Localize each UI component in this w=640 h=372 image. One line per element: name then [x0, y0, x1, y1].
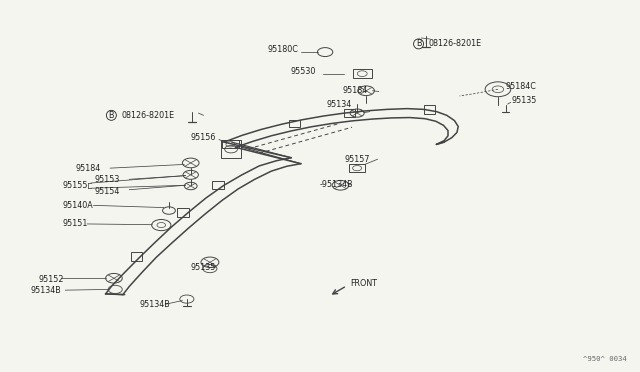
Text: 95184: 95184: [342, 86, 367, 94]
Text: 95156: 95156: [191, 133, 216, 142]
Text: B: B: [109, 111, 114, 120]
Text: 95154: 95154: [95, 187, 120, 196]
Text: 95135: 95135: [512, 96, 538, 105]
Text: -95134B: -95134B: [320, 180, 354, 189]
Bar: [212, 181, 224, 189]
Text: 95135: 95135: [191, 263, 216, 272]
Text: 95184: 95184: [76, 164, 100, 173]
Text: 95152: 95152: [38, 275, 64, 283]
Text: 95134B: 95134B: [31, 286, 61, 295]
Text: 95153: 95153: [95, 175, 120, 184]
Text: B: B: [416, 39, 421, 48]
Text: 08126-8201E: 08126-8201E: [429, 39, 482, 48]
Text: 95155: 95155: [63, 181, 88, 190]
Text: 95151: 95151: [63, 219, 88, 228]
Bar: [424, 105, 435, 114]
Text: 95184C: 95184C: [506, 82, 536, 91]
Text: FRONT: FRONT: [351, 279, 378, 288]
Bar: [221, 140, 241, 158]
Text: 95134B: 95134B: [140, 300, 170, 309]
Text: 95530: 95530: [291, 67, 316, 76]
Text: ^950^ 0034: ^950^ 0034: [584, 356, 627, 362]
Bar: [222, 140, 239, 148]
Text: 95180C: 95180C: [268, 45, 298, 54]
Bar: [131, 252, 142, 261]
Bar: [353, 69, 372, 78]
Bar: [177, 208, 189, 217]
Text: 95140A: 95140A: [63, 201, 93, 210]
Text: 95157: 95157: [344, 155, 370, 164]
Text: 95134: 95134: [326, 100, 351, 109]
Text: 08126-8201E: 08126-8201E: [122, 111, 175, 120]
Bar: [344, 109, 355, 117]
Bar: [289, 120, 300, 127]
Bar: [349, 164, 365, 172]
